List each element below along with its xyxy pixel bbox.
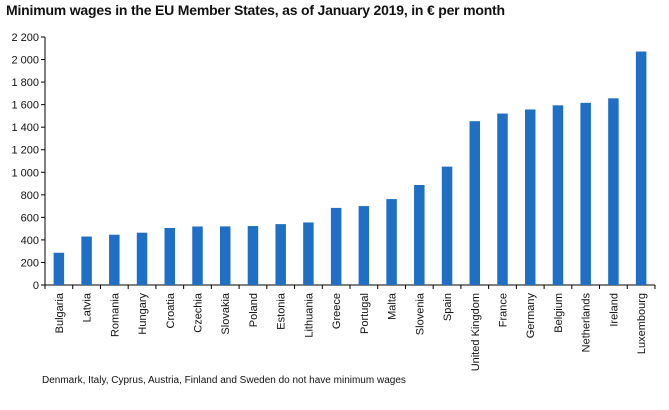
bar-spain	[441, 166, 453, 285]
x-tick-label: Netherlands	[581, 293, 593, 353]
x-tick-label: Spain	[442, 293, 454, 321]
y-tick-label: 1 800	[11, 77, 39, 89]
bar-germany	[524, 109, 536, 285]
x-tick-label: Czechia	[193, 292, 205, 333]
bar-france	[497, 113, 508, 286]
bar-hungary	[136, 232, 148, 285]
bar-slovakia	[219, 226, 231, 285]
bar-ireland	[608, 98, 619, 285]
y-tick-label: 2 000	[11, 55, 39, 67]
bar-belgium	[552, 105, 564, 285]
bar-slovenia	[414, 185, 425, 285]
y-tick-label: 1 400	[11, 122, 39, 134]
x-tick-label: Portugal	[359, 293, 371, 334]
x-tick-label: France	[498, 293, 510, 327]
bar-poland	[247, 226, 259, 285]
x-tick-label: Slovenia	[414, 292, 426, 335]
y-tick-label: 1 600	[11, 100, 39, 112]
bar-united-kingdom	[469, 121, 481, 285]
bar-netherlands	[580, 102, 591, 285]
x-tick-label: Greece	[331, 293, 343, 329]
x-tick-label: Slovakia	[220, 292, 232, 334]
x-tick-label: Germany	[525, 293, 537, 339]
y-tick-label: 800	[21, 190, 39, 202]
x-tick-label: United Kingdom	[470, 293, 482, 371]
bar-croatia	[164, 227, 176, 285]
bar-bulgaria	[53, 252, 65, 285]
bar-latvia	[81, 236, 92, 285]
bar-greece	[330, 207, 342, 285]
y-tick-label: 200	[21, 257, 39, 269]
bar-portugal	[358, 206, 370, 285]
x-tick-label: Latvia	[82, 292, 94, 322]
bar-lithuania	[303, 222, 314, 285]
y-tick-label: 0	[33, 280, 39, 292]
y-tick-label: 1 200	[11, 145, 39, 157]
footnote: Denmark, Italy, Cyprus, Austria, Finland…	[42, 375, 406, 386]
bar-romania	[109, 234, 120, 285]
x-tick-label: Bulgaria	[54, 292, 66, 333]
x-tick-label: Lithuania	[303, 292, 315, 338]
x-tick-label: Malta	[387, 292, 399, 320]
y-tick-label: 600	[21, 212, 39, 224]
x-tick-label: Hungary	[137, 293, 149, 335]
bar-estonia	[275, 224, 286, 285]
x-tick-label: Romania	[109, 292, 121, 337]
x-tick-label: Poland	[248, 293, 260, 327]
bar-malta	[386, 199, 397, 285]
y-tick-label: 2 200	[11, 32, 39, 44]
y-tick-label: 1 000	[11, 167, 39, 179]
x-tick-label: Estonia	[276, 292, 288, 330]
y-tick-label: 400	[21, 235, 39, 247]
x-tick-label: Luxembourg	[636, 293, 648, 354]
x-tick-label: Ireland	[608, 293, 620, 327]
x-tick-label: Belgium	[553, 293, 565, 333]
bar-czechia	[192, 226, 203, 285]
x-tick-label: Croatia	[165, 292, 177, 328]
chart-title: Minimum wages in the EU Member States, a…	[6, 2, 505, 18]
bar-luxembourg	[635, 51, 647, 286]
